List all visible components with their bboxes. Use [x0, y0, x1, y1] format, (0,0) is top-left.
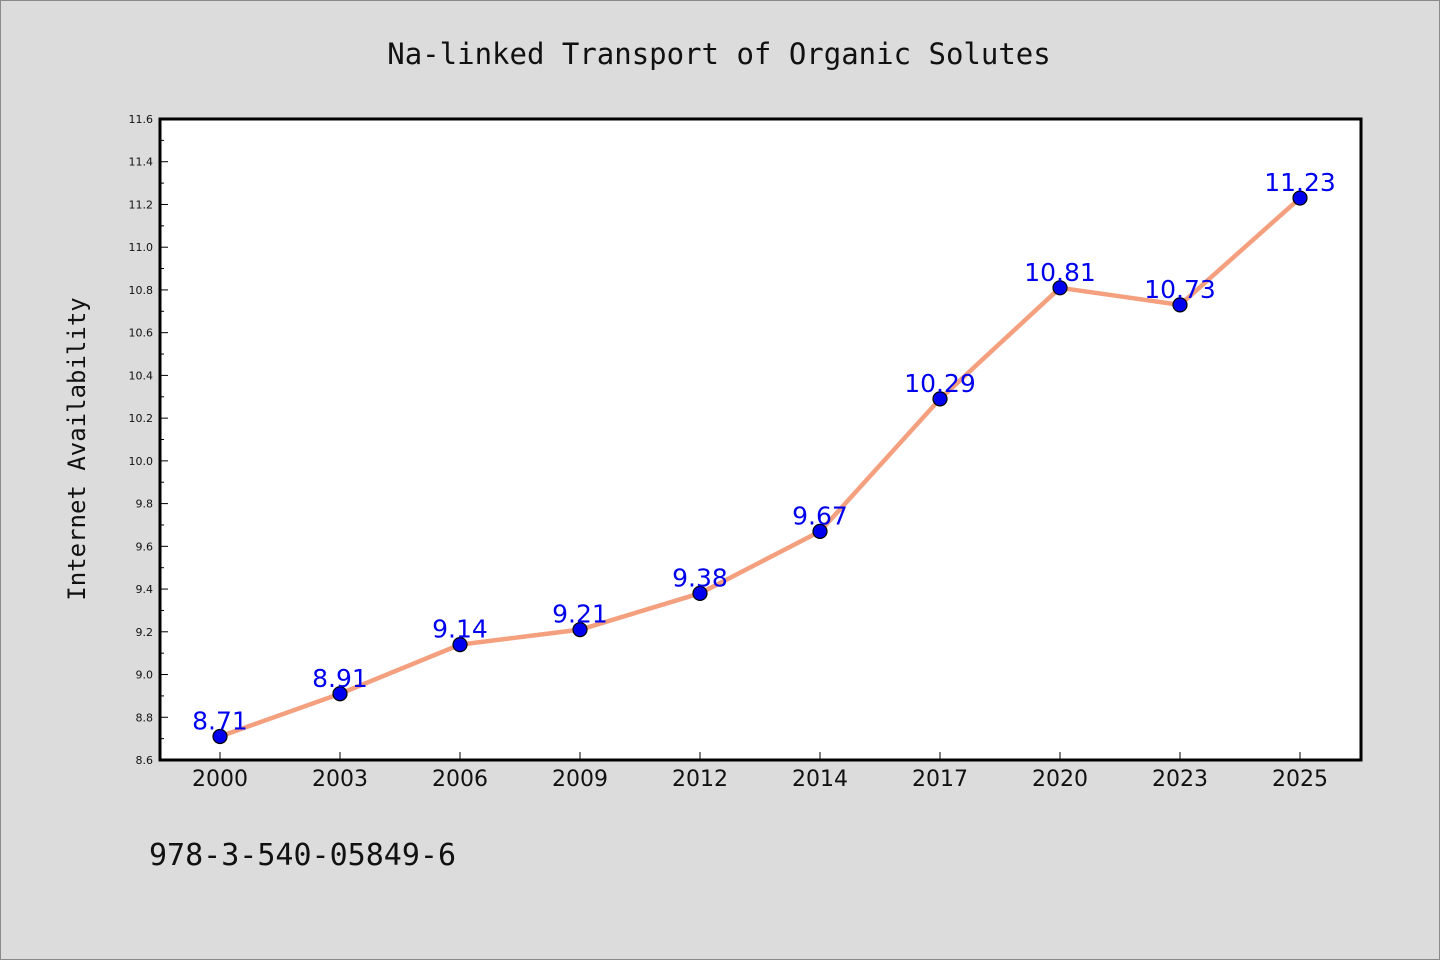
y-tick-label: 11.4 — [129, 156, 154, 169]
data-label: 9.67 — [792, 501, 848, 530]
x-tick-label: 2020 — [1032, 767, 1088, 792]
x-tick-label: 2006 — [432, 767, 488, 792]
x-tick-label: 2023 — [1152, 767, 1208, 792]
x-axis: 2000 2003 2006 2009 2012 2014 2017 2020 2023 2025 — [192, 752, 1328, 792]
data-point — [692, 585, 708, 601]
data-label: 8.71 — [192, 706, 248, 735]
data-point — [452, 637, 468, 653]
y-tick-label: 9.8 — [136, 498, 154, 511]
x-tick-label: 2003 — [312, 767, 368, 792]
x-tick-label: 2017 — [912, 767, 968, 792]
data-label-layer: 8.71 8.91 9.14 9.21 9.38 9.67 10.29 10.81 10.73 1… — [192, 168, 1336, 735]
x-tick-label: 2012 — [672, 767, 728, 792]
data-label: 9.38 — [672, 563, 728, 592]
footnote: 978-3-540-05849-6 — [149, 838, 456, 873]
x-tick-label: 2014 — [792, 767, 848, 792]
data-point — [1172, 297, 1188, 313]
y-axis-label: Internet Availability — [63, 297, 91, 600]
chart-title: Na-linked Transport of Organic Solutes — [387, 37, 1050, 71]
data-label: 10.73 — [1144, 275, 1216, 304]
data-label: 8.91 — [312, 664, 368, 693]
series-line — [217, 195, 1303, 739]
y-tick-label: 9.4 — [136, 583, 154, 596]
data-label: 11.23 — [1264, 168, 1336, 197]
data-point — [572, 622, 588, 638]
data-label: 10.81 — [1024, 258, 1096, 287]
data-point — [212, 728, 228, 745]
y-tick-label: 10.8 — [129, 284, 154, 297]
x-tick-label: 2025 — [1272, 767, 1328, 792]
data-point — [1052, 280, 1068, 296]
y-tick-label: 11.6 — [129, 113, 154, 126]
plot-area — [158, 117, 1363, 762]
y-tick-label: 8.8 — [136, 711, 154, 724]
y-tick-label: 8.6 — [136, 754, 154, 767]
y-tick-label: 10.2 — [129, 412, 154, 425]
y-tick-label: 9.2 — [136, 626, 154, 639]
series-layer — [212, 190, 1308, 745]
data-label: 10.29 — [904, 369, 976, 398]
data-point — [932, 391, 948, 407]
data-label: 9.14 — [432, 615, 488, 644]
y-tick-label: 9.0 — [136, 669, 154, 682]
y-tick-label: 10.4 — [129, 369, 154, 382]
data-point — [1292, 190, 1308, 206]
data-point — [332, 686, 348, 702]
y-tick-label: 10.6 — [129, 327, 154, 340]
y-tick-label: 9.6 — [136, 540, 154, 553]
x-tick-label: 2000 — [192, 767, 248, 792]
y-axis: 8.6 8.8 9.0 9.2 9.4 9.6 9.8 10.0 10.2 10.4 10.6 10.… — [129, 113, 168, 767]
y-tick-label: 11.2 — [129, 198, 154, 211]
data-label: 9.21 — [552, 600, 608, 629]
y-tick-label: 10.0 — [129, 455, 154, 468]
x-tick-label: 2009 — [552, 767, 608, 792]
y-tick-label: 11.0 — [129, 241, 154, 254]
data-point — [812, 523, 828, 539]
